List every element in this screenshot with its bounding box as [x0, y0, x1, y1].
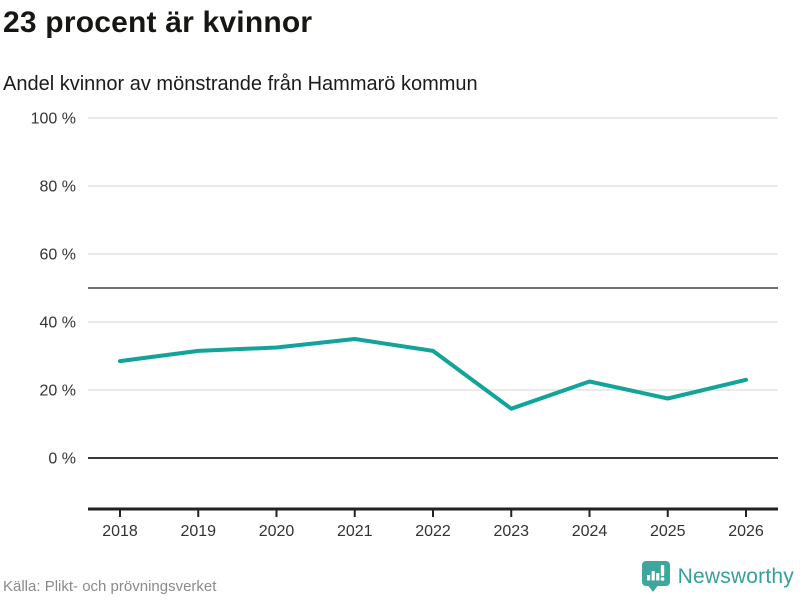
svg-text:2026: 2026	[728, 523, 764, 540]
svg-text:100 %: 100 %	[31, 111, 76, 128]
svg-text:60 %: 60 %	[40, 247, 76, 264]
svg-text:2018: 2018	[102, 523, 138, 540]
svg-text:2024: 2024	[572, 523, 608, 540]
svg-text:2020: 2020	[259, 523, 295, 540]
svg-text:2022: 2022	[415, 523, 451, 540]
svg-text:40 %: 40 %	[40, 315, 76, 332]
svg-text:20 %: 20 %	[40, 383, 76, 400]
source-note: Källa: Plikt- och prövningsverket	[3, 578, 217, 595]
svg-text:2021: 2021	[337, 523, 373, 540]
chart-subtitle: Andel kvinnor av mönstrande från Hammarö…	[3, 73, 478, 95]
newsworthy-logo[interactable]: Newsworthy	[641, 560, 794, 593]
svg-text:2019: 2019	[180, 523, 216, 540]
svg-text:80 %: 80 %	[40, 179, 76, 196]
newsworthy-logo-text: Newsworthy	[677, 564, 794, 588]
svg-text:2025: 2025	[650, 523, 686, 540]
chart-title: 23 procent är kvinnor	[3, 6, 313, 39]
svg-text:2023: 2023	[493, 523, 529, 540]
bar-chart-glyph	[646, 565, 665, 581]
newsworthy-logo-icon	[641, 561, 670, 592]
svg-text:0 %: 0 %	[48, 451, 76, 468]
